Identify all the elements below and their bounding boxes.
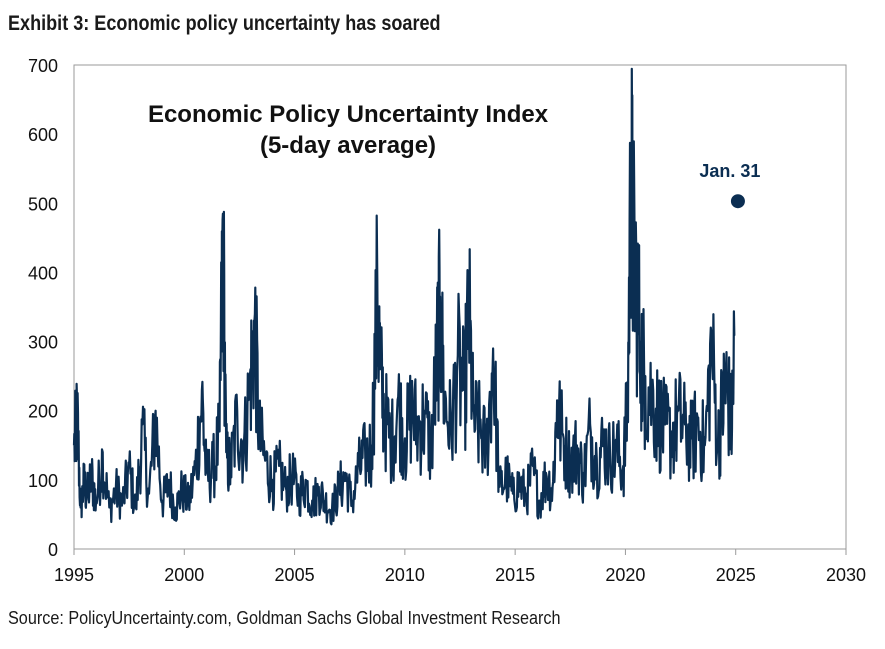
y-tick-label: 400 (28, 263, 58, 283)
series-line-epu (72, 67, 736, 526)
x-tick-label: 2030 (826, 565, 866, 585)
x-tick-label: 2000 (164, 565, 204, 585)
y-axis: 0 100 200 300 400 500 600 700 (28, 56, 58, 560)
y-tick-label: 300 (28, 333, 58, 353)
plot-frame (73, 64, 847, 550)
y-tick-label: 100 (28, 471, 58, 491)
y-tick-label: 0 (48, 540, 58, 560)
exhibit-title: Exhibit 3: Economic policy uncertainty h… (8, 12, 441, 35)
x-tick-label: 2020 (605, 565, 645, 585)
y-tick-label: 700 (28, 56, 58, 76)
x-axis: 1995 2000 2005 2010 2015 2020 2025 2030 (54, 549, 866, 585)
chart-subtitle: (5-day average) (260, 132, 436, 159)
x-tick-label: 2025 (716, 565, 756, 585)
annotated-points: Jan. 31 (699, 161, 760, 209)
x-tick-label: 2015 (495, 565, 535, 585)
uncertainty-chart: 1995 2000 2005 2010 2015 2020 2025 2030 0 100 200… (28, 56, 866, 585)
y-tick-label: 600 (28, 125, 58, 145)
point-label: Jan. 31 (699, 161, 760, 181)
chart-title: Economic Policy Uncertainty Index (148, 101, 549, 128)
point-marker-jan31 (730, 194, 745, 209)
y-tick-label: 200 (28, 402, 58, 422)
x-tick-label: 2005 (275, 565, 315, 585)
x-tick-label: 1995 (54, 565, 94, 585)
x-tick-label: 2010 (385, 565, 425, 585)
source-note: Source: PolicyUncertainty.com, Goldman S… (8, 608, 561, 628)
y-tick-label: 500 (28, 194, 58, 214)
